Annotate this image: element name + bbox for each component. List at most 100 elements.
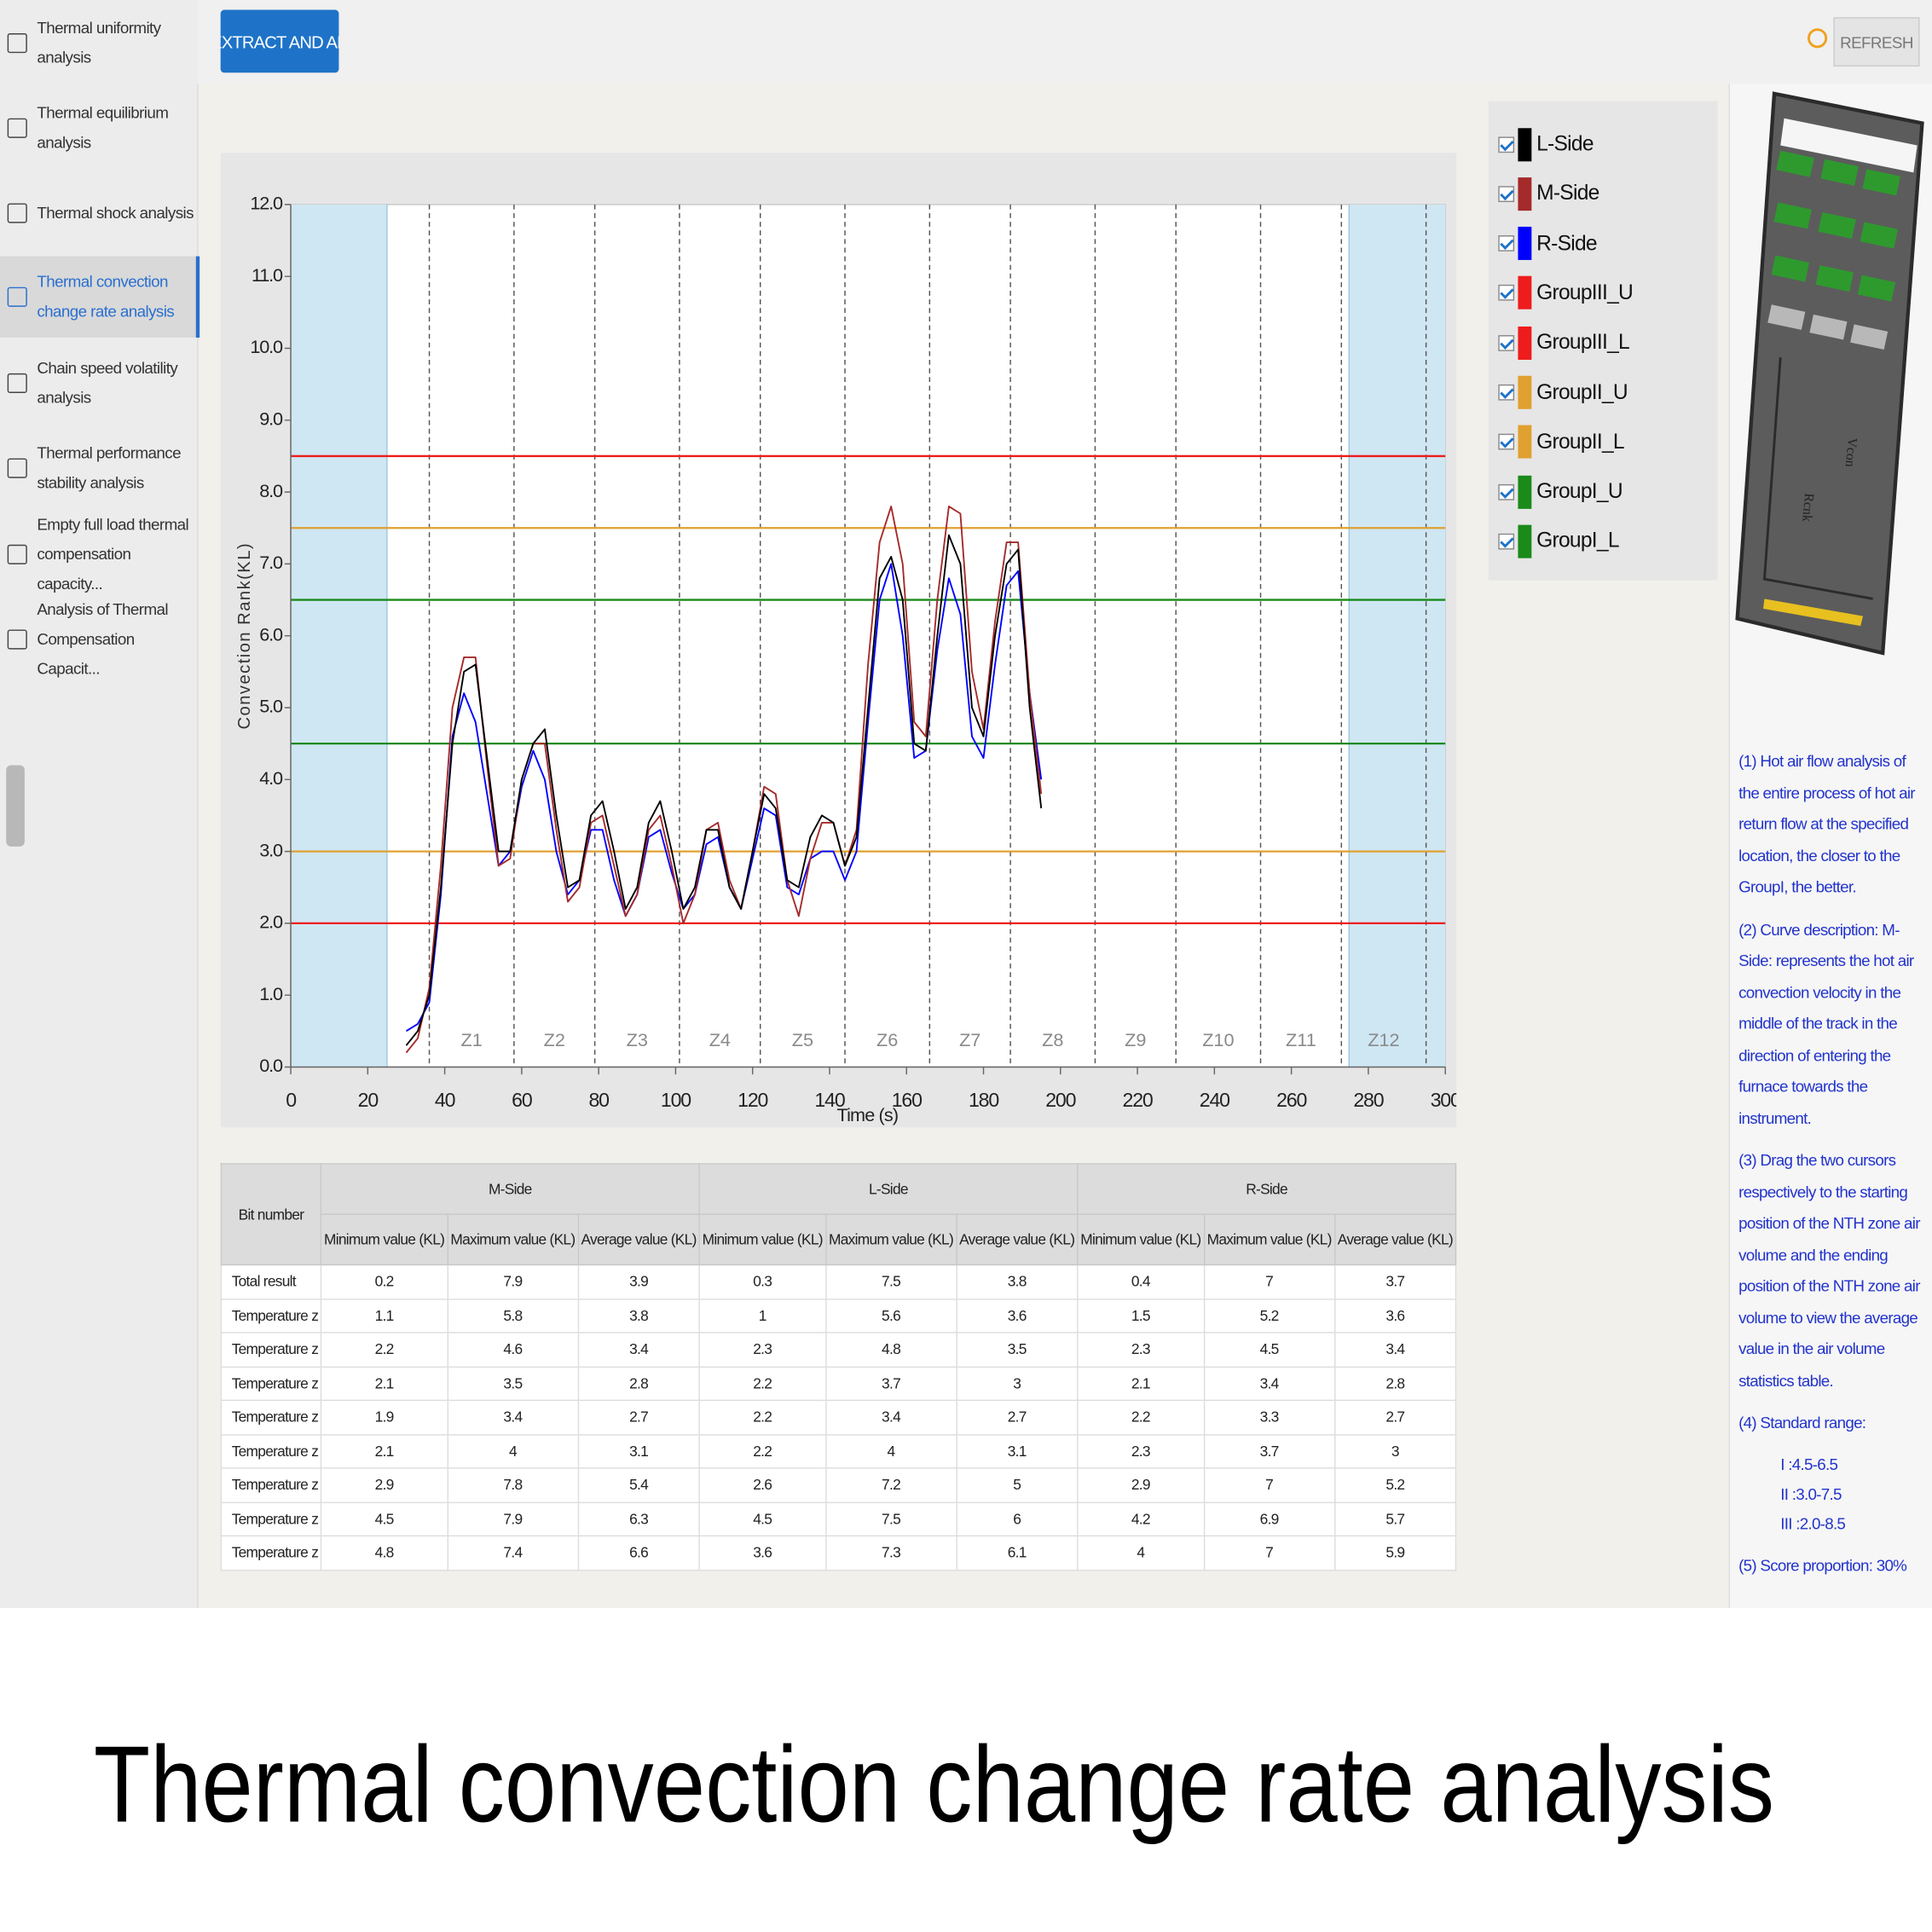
refresh-button[interactable]: REFRESH xyxy=(1833,17,1920,67)
table-cell: 1 xyxy=(698,1298,827,1333)
nav-icon xyxy=(7,203,27,223)
table-cell: 3.5 xyxy=(955,1332,1079,1368)
legend-checkbox[interactable] xyxy=(1498,334,1515,351)
table-cell: 2.2 xyxy=(320,1332,448,1368)
table-cell: 2.8 xyxy=(1333,1365,1457,1402)
table-cell: 3.3 xyxy=(1203,1399,1336,1435)
y-tick-label: 2.0 xyxy=(259,911,283,933)
legend-checkbox[interactable] xyxy=(1498,136,1515,153)
nav-item[interactable]: Thermal performance stability analysis xyxy=(0,427,197,508)
table-cell: 7.3 xyxy=(824,1535,957,1570)
legend-item: GroupII_L xyxy=(1489,424,1625,460)
nav-item[interactable]: Empty full load thermal compensation cap… xyxy=(0,514,197,595)
row-label: Temperature z xyxy=(220,1467,322,1503)
table-cell: 7.4 xyxy=(447,1535,579,1570)
column-header: Average value (KL) xyxy=(1333,1213,1457,1266)
table-cell: 2.1 xyxy=(1076,1365,1205,1402)
legend-item: GroupI_U xyxy=(1489,473,1623,510)
table-cell: 6 xyxy=(955,1501,1079,1537)
collapse-handle[interactable] xyxy=(6,765,25,847)
table-cell: 6.3 xyxy=(577,1501,700,1537)
table-cell: 5.4 xyxy=(577,1467,700,1503)
nav-label: Thermal shock analysis xyxy=(37,203,194,223)
nav-item[interactable]: Thermal convection change rate analysis xyxy=(0,256,200,338)
nav-icon xyxy=(7,286,27,307)
x-tick-label: 300 xyxy=(1431,1089,1457,1111)
cursor-band xyxy=(1349,204,1446,1067)
legend-swatch xyxy=(1518,475,1532,509)
zone-label: Z3 xyxy=(627,1029,648,1050)
table-cell: 0.2 xyxy=(320,1264,448,1299)
legend-checkbox[interactable] xyxy=(1498,483,1515,500)
x-tick-label: 200 xyxy=(1045,1089,1075,1111)
legend-checkbox[interactable] xyxy=(1498,533,1515,550)
nav-item[interactable]: Analysis of Thermal Compensation Capacit… xyxy=(0,599,197,680)
y-tick-label: 1.0 xyxy=(259,983,283,1004)
table-cell: 5.9 xyxy=(1333,1535,1457,1570)
table-cell: 2.1 xyxy=(320,1433,448,1469)
sidebar: Thermal uniformity analysis Thermal equi… xyxy=(0,0,200,1608)
legend-item: R-Side xyxy=(1489,225,1598,262)
row-label: Temperature z xyxy=(220,1298,322,1333)
legend-checkbox[interactable] xyxy=(1498,285,1515,302)
table-cell: 3.4 xyxy=(447,1399,579,1435)
table-cell: 3.4 xyxy=(577,1332,700,1368)
legend-swatch xyxy=(1518,375,1532,409)
nav-item[interactable]: Chain speed volatility analysis xyxy=(0,343,197,424)
plot-area xyxy=(290,204,1446,1068)
table-row: Temperature z 1.9 3.4 2.7 2.2 3.4 2.7 2.2 3.3 2.7 xyxy=(220,1399,1457,1435)
extract-button[interactable]: EXTRACT AND AN xyxy=(220,9,339,73)
table-cell: 3.1 xyxy=(955,1433,1079,1469)
legend-swatch xyxy=(1518,276,1532,310)
nav-item[interactable]: Thermal shock analysis xyxy=(0,172,197,253)
x-tick-label: 160 xyxy=(892,1089,922,1111)
legend-checkbox[interactable] xyxy=(1498,185,1515,202)
table-cell: 4.8 xyxy=(824,1332,957,1368)
x-axis-label: Time (s) xyxy=(837,1104,899,1125)
table-cell: 2.7 xyxy=(955,1399,1079,1435)
legend-label: L-Side xyxy=(1536,131,1594,156)
note-paragraph: (1) Hot air flow analysis of the entire … xyxy=(1738,751,1915,896)
y-tick-label: 10.0 xyxy=(250,336,283,357)
toolbar xyxy=(197,0,1932,84)
table-row: Temperature z 2.1 3.5 2.8 2.2 3.7 3 2.1 3.4 2.8 xyxy=(220,1365,1457,1402)
nav-item[interactable]: Thermal uniformity analysis xyxy=(0,3,197,84)
table-cell: 4.6 xyxy=(447,1332,579,1368)
table-cell: 3.5 xyxy=(447,1365,579,1402)
nav-icon xyxy=(7,373,27,394)
nav-icon xyxy=(7,33,27,54)
table-cell: 2.1 xyxy=(320,1365,448,1402)
device-slot xyxy=(1762,356,1873,600)
nav-item[interactable]: Thermal equilibrium analysis xyxy=(0,88,197,169)
range-item: II :3.0-7.5 xyxy=(1780,1484,1842,1503)
x-tick-label: 240 xyxy=(1200,1089,1229,1111)
legend-item: GroupII_U xyxy=(1489,374,1628,411)
table-cell: 5 xyxy=(955,1467,1079,1503)
legend-swatch xyxy=(1518,176,1532,211)
nav-label: Thermal performance stability analysis xyxy=(37,443,181,492)
legend-checkbox[interactable] xyxy=(1498,235,1515,252)
legend-item: GroupIII_U xyxy=(1489,275,1634,311)
cursor-band xyxy=(291,204,387,1067)
column-header: Minimum value (KL) xyxy=(320,1213,448,1266)
legend-checkbox[interactable] xyxy=(1498,384,1515,401)
table-cell: 4.5 xyxy=(698,1501,827,1537)
header-row: Minimum value (KL) Maximum value (KL) Aver… xyxy=(221,1213,1457,1266)
zone-label: Z9 xyxy=(1125,1029,1146,1050)
legend-checkbox[interactable] xyxy=(1498,434,1515,450)
range-item: III :2.0-8.5 xyxy=(1780,1513,1846,1533)
row-label: Temperature z xyxy=(220,1399,322,1435)
legend-label: GroupIII_L xyxy=(1536,330,1630,355)
table-cell: 4 xyxy=(447,1433,579,1469)
table-cell: 0.3 xyxy=(698,1264,827,1299)
table-cell: 2.3 xyxy=(698,1332,827,1368)
y-tick-label: 7.0 xyxy=(259,552,283,573)
table-cell: 7.9 xyxy=(447,1264,579,1299)
legend-label: GroupI_L xyxy=(1536,529,1619,552)
zone-label: Z2 xyxy=(544,1029,565,1050)
y-tick-label: 3.0 xyxy=(259,839,283,860)
nav-icon xyxy=(7,118,27,138)
table-cell: 3.4 xyxy=(824,1399,957,1435)
legend: L-Side M-Side R-Side GroupIII_U GroupIII_L Gr… xyxy=(1488,101,1718,581)
